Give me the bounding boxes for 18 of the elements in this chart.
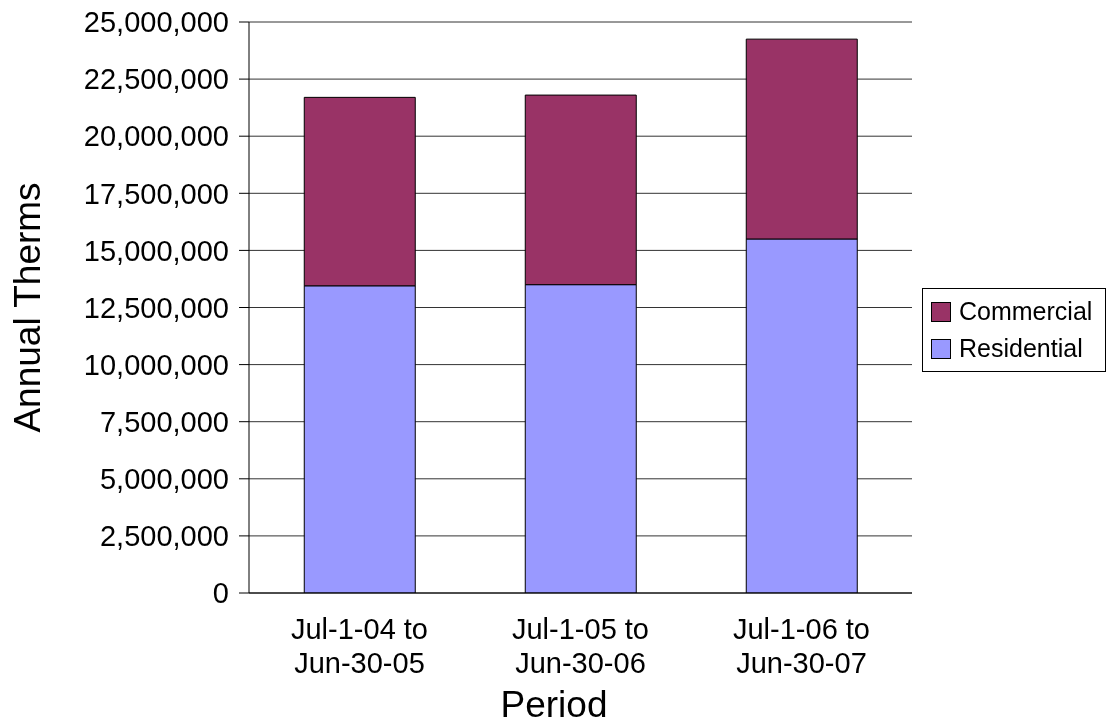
y-axis-title: Annual Therms	[7, 182, 48, 433]
y-tick-label: 25,000,000	[83, 6, 229, 39]
y-tick-label: 22,500,000	[83, 63, 229, 96]
y-tick-label: 0	[212, 577, 229, 610]
y-tick-label: 7,500,000	[99, 406, 229, 438]
y-tick-label: 2,500,000	[99, 520, 229, 553]
legend-label: Commercial	[959, 297, 1093, 326]
y-tick-label: 17,500,000	[83, 177, 229, 210]
x-tick-label: Jul-1-05 to Jun-30-06	[511, 612, 650, 679]
legend-label: Residential	[959, 334, 1083, 363]
y-tick-label: 15,000,000	[83, 234, 229, 267]
y-tick-label: 20,000,000	[83, 120, 229, 153]
x-tick-label: Jul-1-04 to Jun-30-05	[290, 612, 429, 679]
y-tick-label: 10,000,000	[83, 348, 229, 381]
y-tick-label: 12,500,000	[83, 291, 229, 324]
x-tick-label: Jul-1-06 to Jun-30-07	[732, 612, 871, 679]
x-axis-title: Period	[500, 684, 608, 725]
y-tick-label: 5,000,000	[99, 463, 229, 496]
